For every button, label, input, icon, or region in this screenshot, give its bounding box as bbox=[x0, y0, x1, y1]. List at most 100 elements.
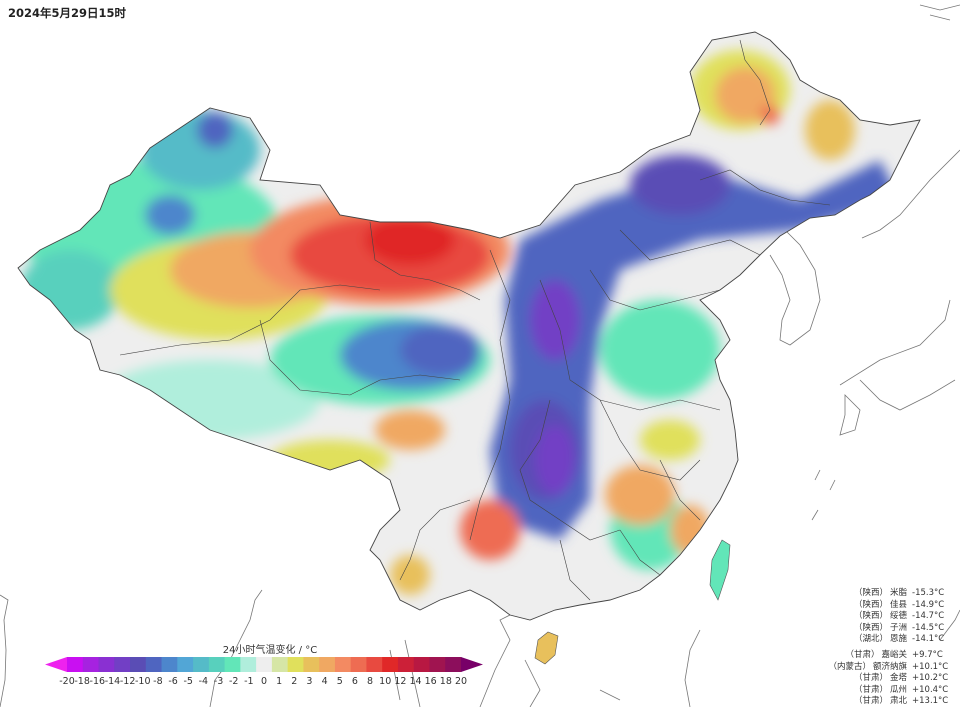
station-province: （甘肃） bbox=[853, 696, 888, 707]
station-province: （陕西） bbox=[853, 622, 888, 633]
station-row: （陕西） 子洲 -14.5°C bbox=[854, 623, 950, 635]
station-row: （陕西） 绥德 -14.7°C bbox=[854, 611, 950, 623]
station-province: （湖北） bbox=[853, 634, 888, 645]
station-name: 绥德 bbox=[889, 611, 907, 622]
colorbar-tick-label: 0 bbox=[260, 676, 268, 687]
colorbar-bin bbox=[114, 657, 131, 672]
station-value: +10.4°C bbox=[912, 684, 949, 695]
colorbar-title: 24小时气温变化 / °C bbox=[222, 645, 318, 656]
colorbar-tick-label: -2 bbox=[228, 676, 239, 687]
colorbar-bin bbox=[145, 657, 163, 672]
colorbar-tick-label: -4 bbox=[198, 676, 209, 687]
station-value: -14.7°C bbox=[912, 611, 945, 622]
colorbar-bin bbox=[429, 657, 446, 672]
province-borders bbox=[119, 39, 831, 601]
station-province: （甘肃） bbox=[845, 650, 880, 660]
station-name: 米脂 bbox=[889, 588, 907, 598]
colorbar-bin bbox=[208, 657, 226, 672]
coldest-stations-list: （陕西） 米脂 -15.3°C （陕西） 佳县 -14.9°C （陕西） 绥德 -14.7°C （… bbox=[854, 588, 950, 646]
colorbar-tick-label: -3 bbox=[213, 676, 224, 687]
colorbar-bin bbox=[366, 657, 383, 672]
colorbar-tick-label: 6 bbox=[351, 676, 358, 687]
colorbar-tick-label: 12 bbox=[394, 676, 407, 687]
colorbar-bin bbox=[161, 657, 178, 672]
colorbar-tick-label: 5 bbox=[336, 676, 343, 687]
colorbar-tick-label: 18 bbox=[439, 676, 452, 687]
hainan-island bbox=[534, 631, 559, 665]
colorbar-tick-label: 16 bbox=[424, 676, 437, 687]
colorbar-bin bbox=[67, 657, 84, 672]
colorbar-tick-label: -10 bbox=[135, 676, 151, 687]
colorbar-bin bbox=[256, 657, 273, 672]
colorbar-bin bbox=[334, 657, 352, 672]
station-name: 肃北 bbox=[889, 696, 907, 707]
colorbar-tick-label: 3 bbox=[306, 676, 313, 687]
station-row: （陕西） 佳县 -14.9°C bbox=[854, 600, 950, 612]
colorbar-tick-label: -12 bbox=[119, 676, 136, 687]
warmest-stations-list: （甘肃） 嘉峪关 +9.7°C （内蒙古） 额济纳旗 +10.1°C （甘肃） 金塔 +10.2… bbox=[828, 650, 950, 708]
colorbar-tick-label: 10 bbox=[379, 676, 392, 687]
colorbar-ticks: -20 -18 -16 -14 -12 -10 -8 -6 -5 -4 -3 -2 -1 0 1 2 3 4 5 6 8… bbox=[0, 676, 960, 690]
colorbar-bin bbox=[177, 657, 194, 672]
colorbar-bin bbox=[130, 657, 147, 672]
station-value: -14.5°C bbox=[912, 622, 945, 633]
station-name: 嘉峪关 bbox=[881, 650, 907, 660]
station-row: （陕西） 米脂 -15.3°C bbox=[854, 588, 950, 600]
colorbar-tick-label: 2 bbox=[291, 676, 298, 687]
colorbar-bin bbox=[319, 657, 336, 672]
colorbar-tick-label: 4 bbox=[321, 676, 328, 687]
colorbar-bin bbox=[413, 657, 430, 672]
station-value: +10.2°C bbox=[912, 673, 949, 684]
station-name: 子洲 bbox=[889, 622, 907, 633]
station-province: （内蒙古） bbox=[828, 661, 871, 672]
colorbar-under-arrow bbox=[45, 657, 67, 672]
colorbar-bin bbox=[82, 657, 100, 672]
colorbar-bin bbox=[303, 657, 320, 672]
station-value: -15.3°C bbox=[912, 588, 945, 598]
station-name: 额济纳旗 bbox=[872, 661, 907, 672]
station-value: -14.9°C bbox=[912, 599, 945, 610]
station-province: （陕西） bbox=[853, 611, 888, 622]
colorbar-tick-label: -5 bbox=[183, 676, 193, 687]
station-row: （湖北） 恩施 -14.1°C bbox=[854, 634, 950, 646]
station-province: （陕西） bbox=[853, 599, 888, 610]
station-value: +10.1°C bbox=[912, 661, 949, 672]
station-name: 瓜州 bbox=[889, 684, 907, 695]
colorbar-tick-label: 20 bbox=[454, 676, 468, 687]
colorbar-tick-label: 1 bbox=[276, 676, 283, 687]
neighbor-coastlines bbox=[0, 4, 960, 707]
colorbar-tick-label: -20 bbox=[59, 676, 75, 687]
colorbar-over-arrow bbox=[461, 657, 483, 672]
colorbar-tick-label: 8 bbox=[367, 676, 374, 687]
colorbar-bin bbox=[98, 657, 115, 672]
colorbar-bin bbox=[193, 657, 210, 672]
colorbar-tick-label: -14 bbox=[104, 676, 121, 687]
colorbar-bin bbox=[287, 657, 304, 672]
station-row: （内蒙古） 额济纳旗 +10.1°C bbox=[828, 662, 950, 674]
colorbar-bin bbox=[397, 657, 415, 672]
station-row: （甘肃） 金塔 +10.2°C bbox=[828, 673, 950, 685]
station-name: 恩施 bbox=[889, 634, 907, 645]
station-province: （陕西） bbox=[853, 588, 888, 598]
colorbar bbox=[45, 657, 483, 672]
station-row: （甘肃） 瓜州 +10.4°C bbox=[828, 685, 950, 697]
station-value: +9.7°C bbox=[912, 650, 943, 660]
colorbar-tick-label: -1 bbox=[244, 676, 254, 687]
station-value: -14.1°C bbox=[912, 634, 945, 645]
station-name: 佳县 bbox=[889, 599, 907, 610]
colorbar-tick-label: -6 bbox=[168, 676, 178, 687]
colorbar-tick-label: -16 bbox=[89, 676, 106, 687]
station-province: （甘肃） bbox=[853, 673, 888, 684]
station-value: +13.1°C bbox=[912, 696, 949, 707]
colorbar-bin bbox=[271, 657, 289, 672]
colorbar-tick-label: 14 bbox=[409, 676, 422, 687]
china-border bbox=[17, 31, 921, 621]
station-row: （甘肃） 肃北 +13.1°C bbox=[828, 696, 950, 708]
colorbar-bin bbox=[350, 657, 367, 672]
forecast-timestamp: 2024年5月29日15时 bbox=[8, 6, 127, 20]
station-name: 金塔 bbox=[889, 673, 907, 684]
colorbar-bin bbox=[224, 657, 241, 672]
station-row: （甘肃） 嘉峪关 +9.7°C bbox=[828, 650, 950, 662]
